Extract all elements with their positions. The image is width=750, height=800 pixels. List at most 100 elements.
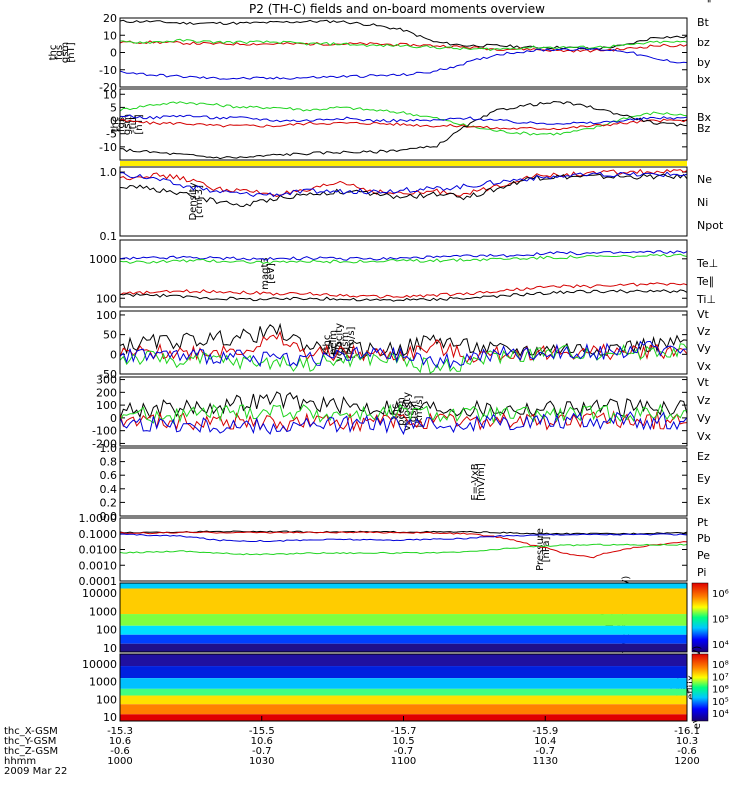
y-axis-label: fgs [54,45,65,60]
panel-frame [119,376,688,447]
legend-label: Ti∥ [696,0,712,3]
legend-label: Ey [697,472,711,485]
y-tick-label: 10 [103,29,117,42]
quality-flag-bar [120,161,687,166]
ephemeris-value: 1000 [107,756,132,767]
series-line-unnamed [119,114,688,125]
y-tick-label: 100 [96,693,117,706]
legend-label: Pt [697,516,709,529]
y-tick-label: 5 [110,101,117,114]
series-line-Pi [119,533,688,542]
y-axis-label: Density [188,182,199,220]
y-axis-label: magt3 [260,257,271,290]
series-line-Vx [119,340,687,370]
y-tick-label: 10000 [82,587,117,600]
y-tick-label: 1000 [89,253,117,266]
ephemeris-value: 10.4 [534,736,556,747]
y-axis-label: [nPa] [541,536,552,562]
panel-3: 1.0 0.1 Density[cm-3] Ne Ni Npot [100,166,724,243]
y-tick-label: -10 [99,141,117,154]
y-axis-label: -tilt [128,116,139,133]
legend-label: Vy [697,412,711,425]
series-line-Npot [120,171,688,198]
ephemeris-row-label: thc_X-GSM [4,726,58,737]
y-axis-label: E=-VxB [470,463,481,500]
panel-5: 100500-50thcpeimvelocitygsm[km/s]VtVzVyV… [96,308,712,381]
panel-9: 10000100010010thcpeirenefluxeV/(cm2-s-sr… [82,576,729,660]
y-tick-label: -20 [99,81,117,94]
legend-label: Ti⊥ [696,293,716,306]
colorbar-tick-label: 10⁴ [712,709,729,720]
ephemeris-value: 10.6 [109,736,131,747]
ephemeris-value: -0.7 [535,746,555,757]
series-line-Vz [119,330,688,364]
ephemeris-value: -15.5 [249,726,275,737]
ephemeris-value: 1100 [391,756,416,767]
y-tick-label: 1000 [89,676,117,689]
series-line-Te⊥ [119,282,688,299]
y-tick-label: -200 [92,437,117,450]
y-tick-label: 0 [110,348,117,361]
legend-label: Ni [697,196,708,209]
legend-label: Vx [697,430,712,443]
spectrogram-band [120,614,687,626]
legend-label: Npot [697,219,724,232]
y-tick-label: -5 [106,128,117,141]
y-axis-label: gsm [122,114,133,135]
y-tick-label: 0 [110,47,117,60]
panel-frame [119,88,688,161]
legend-label: bz [697,36,710,49]
colorbar-tick-label: 10⁵ [712,697,729,708]
legend-label: Vx [697,360,712,373]
series-line-Vt [119,391,688,419]
spectrogram-band [120,666,687,679]
spectrogram-band [120,643,687,652]
y-axis-label: eflux [686,675,697,700]
legend-label: Vy [697,342,711,355]
panel-frame [119,310,688,375]
y-tick-label: 1.0 [100,442,118,455]
y-tick-label: 100 [96,292,117,305]
y-tick-label: 1000 [89,605,117,618]
panel-7: 1.00.80.60.40.20.0 E=-VxB[mV/m] Ez Ey Ex [100,442,711,523]
series-line-Te∥ [119,289,688,302]
y-axis-label: [nT] [134,114,145,134]
legend-label: Bt [697,16,710,29]
colorbar-tick-label: 10⁶ [712,685,729,696]
ephemeris-value: 1030 [249,756,274,767]
series-line-Bt [119,19,688,50]
series-line-Bx [119,101,688,136]
y-tick-label: 0.0010 [79,559,118,572]
y-axis-label: thc [322,335,333,351]
colorbar-tick-label: 10⁷ [712,672,729,683]
panel-frame [119,17,688,88]
spectrogram-band [120,634,687,644]
panel-10: 10000100010010thcpeerenefluxeV/(cm2-s-sr… [82,646,729,730]
y-tick-label: 0.1000 [79,528,118,541]
y-tick-label: 0.8 [100,456,118,469]
y-axis-label: [nT] [66,42,77,62]
spectrogram-band [120,625,687,635]
y-tick-label: -100 [92,425,117,438]
y-tick-label: 0.0 [100,510,118,523]
ephemeris-value: 10.6 [251,736,273,747]
series-line-Bz [119,118,688,130]
colorbar-tick-label: 10⁶ [712,589,729,600]
series-line-Pe [119,543,688,556]
legend-label: Pe [697,549,710,562]
spectrogram-band [120,588,687,615]
y-tick-label: -50 [99,368,117,381]
y-tick-label: 1.0000 [79,512,118,525]
series-line-unnamed [119,100,688,160]
series-line-Ni [119,173,688,208]
y-tick-label: 100 [96,399,117,412]
legend-label: Vt [697,376,710,389]
y-axis-label: thc [48,45,59,61]
ephemeris-row-label: 2009 Mar 22 [4,766,67,777]
spectrogram-band [120,704,687,715]
spectrogram-band [120,688,687,696]
legend-label: Pi [697,566,706,579]
